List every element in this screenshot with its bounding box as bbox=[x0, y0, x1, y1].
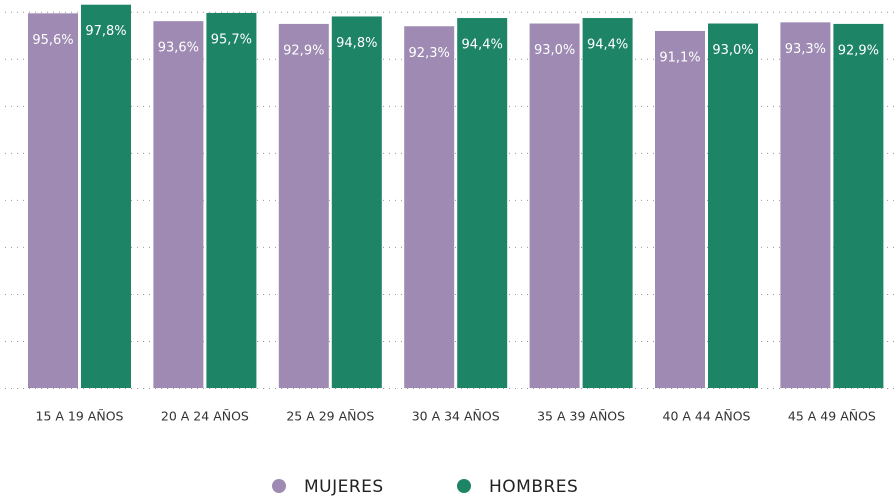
bar bbox=[780, 22, 831, 389]
x-tick-label: 45 A 49 AÑOS bbox=[788, 409, 876, 424]
value-label: 92,9% bbox=[838, 43, 879, 58]
x-tick-label: 25 A 29 AÑOS bbox=[286, 409, 374, 424]
bar bbox=[404, 26, 455, 389]
value-label: 94,4% bbox=[587, 38, 628, 53]
bar bbox=[153, 21, 204, 389]
bar bbox=[278, 23, 329, 388]
bar bbox=[582, 18, 633, 388]
x-tick-label: 35 A 39 AÑOS bbox=[537, 409, 625, 424]
value-label: 94,8% bbox=[336, 36, 377, 51]
x-tick-label: 20 A 24 AÑOS bbox=[161, 409, 249, 424]
value-label: 95,7% bbox=[211, 32, 252, 47]
x-tick-label: 40 A 44 AÑOS bbox=[663, 409, 751, 424]
bar bbox=[833, 23, 884, 388]
bar bbox=[457, 18, 508, 388]
bar bbox=[708, 23, 758, 389]
bar bbox=[655, 30, 705, 389]
value-label: 93,3% bbox=[785, 42, 826, 57]
value-label: 92,9% bbox=[283, 43, 324, 58]
value-label: 93,0% bbox=[712, 43, 753, 58]
legend-swatch bbox=[272, 479, 286, 493]
value-label: 95,6% bbox=[32, 33, 73, 48]
legend-swatch bbox=[457, 479, 471, 493]
value-label: 93,6% bbox=[158, 41, 199, 56]
bar bbox=[28, 13, 78, 388]
bar bbox=[206, 12, 257, 389]
value-label: 94,4% bbox=[462, 38, 503, 53]
legend-label: MUJERES bbox=[304, 477, 384, 497]
x-tick-label: 15 A 19 AÑOS bbox=[36, 409, 124, 424]
value-label: 93,0% bbox=[534, 43, 575, 58]
bar bbox=[81, 4, 131, 388]
legend-label: HOMBRES bbox=[489, 477, 578, 497]
value-label: 91,1% bbox=[659, 50, 700, 65]
value-label: 97,8% bbox=[85, 24, 126, 39]
value-label: 92,3% bbox=[409, 46, 450, 61]
bar bbox=[331, 16, 382, 389]
bar bbox=[529, 23, 580, 389]
x-tick-label: 30 A 34 AÑOS bbox=[412, 409, 500, 424]
